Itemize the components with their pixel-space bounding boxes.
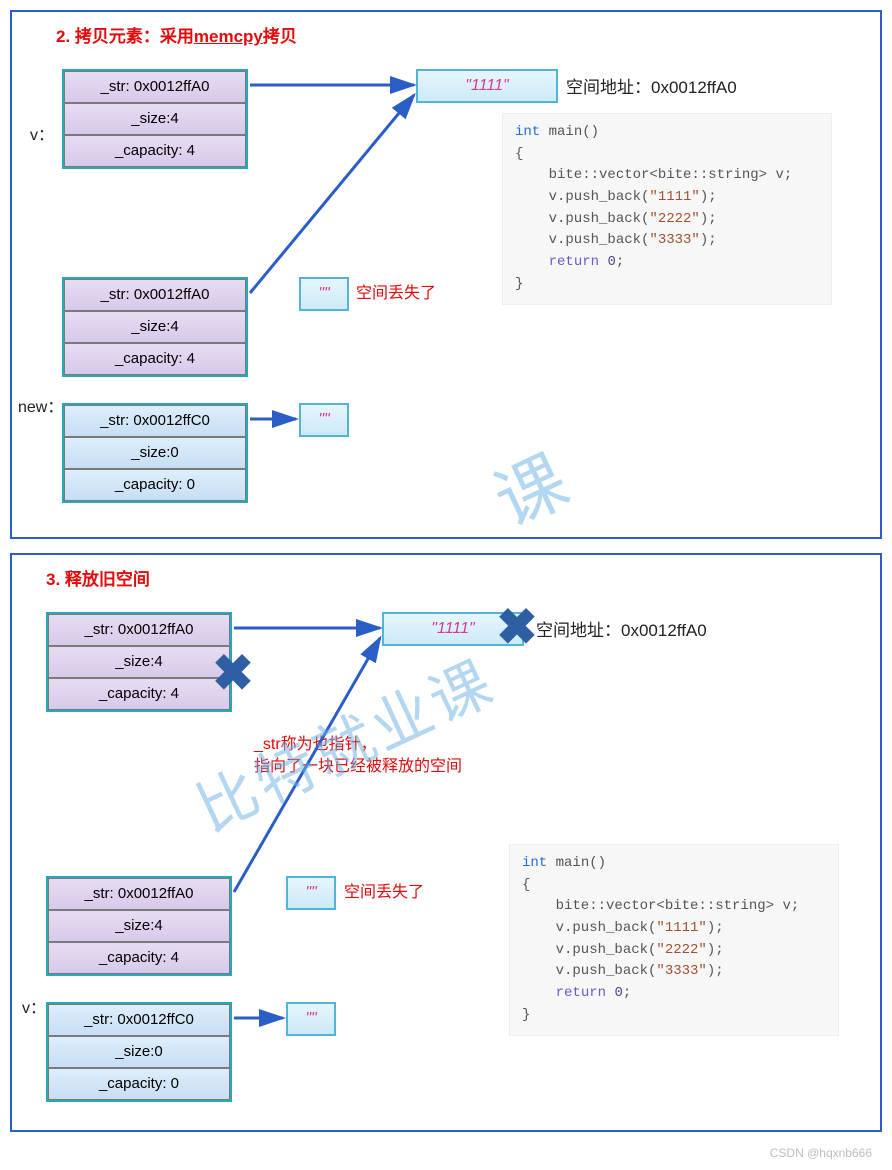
cell-str: _str: 0x0012ffA0 [64,279,246,311]
panel-memcpy: 2. 拷贝元素：采用memcpy拷贝 v： new： _str: 0x0012f… [10,10,882,539]
kw: return [549,254,599,270]
watermark-icon: 课 [476,424,586,547]
s: "3333" [649,232,699,248]
box-small: "" [299,403,349,437]
diagram-1: v： new： _str: 0x0012ffA0 _size:4 _capaci… [24,55,868,525]
t: v.push_back( [515,189,649,205]
new-label: new： [18,393,63,417]
addr-label: 空间地址：0x0012ffA0 [566,73,737,98]
n: 0 [607,254,615,270]
t: ); [700,189,717,205]
cell-size: _size:0 [48,1036,230,1068]
t: ; [616,254,624,270]
cell-cap: _capacity: 4 [64,135,246,167]
kw: int [515,124,540,140]
lost-text: 空间丢失了 [356,283,436,305]
s: "1111" [649,189,699,205]
box-lost: "" [299,277,349,311]
struct-new-top: _str: 0x0012ffA0 _size:4 _capacity: 4 [62,277,248,377]
t: ); [707,963,724,979]
addr-label: 空间地址：0x0012ffA0 [536,616,707,641]
t: v.push_back( [515,211,649,227]
cell-cap: _capacity: 4 [48,678,230,710]
t: main() [540,124,599,140]
t: } [522,1005,826,1027]
s: "1111" [656,920,706,936]
title-suffix: 拷贝 [263,27,297,46]
code-block: int main() { bite::vector<bite::string> … [502,113,832,305]
struct-v-bottom: _str: 0x0012ffC0 _size:0 _capacity: 0 [46,1002,232,1102]
cell-cap: _capacity: 4 [64,343,246,375]
cell-size: _size:4 [64,103,246,135]
cell-cap: _capacity: 4 [48,942,230,974]
title-underlined: memcpy [194,27,263,46]
cell-str: _str: 0x0012ffA0 [48,878,230,910]
cell-size: _size:0 [64,437,246,469]
cross-icon: ✖ [496,602,538,652]
cell-size: _size:4 [48,646,230,678]
kw: int [522,855,547,871]
t: { [522,875,826,897]
t: ); [700,232,717,248]
v-label: v： [30,121,54,145]
n: 0 [614,985,622,1001]
cell-str: _str: 0x0012ffC0 [48,1004,230,1036]
t: ; [623,985,631,1001]
cell-size: _size:4 [64,311,246,343]
dangling-text: _str称为也指针， 指向了一块已经被释放的空间 [254,734,462,777]
panel2-title: 3. 释放旧空间 [46,565,868,590]
s: "3333" [656,963,706,979]
t: } [515,274,819,296]
code-block: int main() { bite::vector<bite::string> … [509,844,839,1036]
t: v.push_back( [515,232,649,248]
t: v.push_back( [522,920,656,936]
lost-text: 空间丢失了 [344,882,424,904]
struct-old: _str: 0x0012ffA0 _size:4 _capacity: 4 [46,612,232,712]
t: v.push_back( [522,963,656,979]
t: ); [700,211,717,227]
v-label: v： [22,994,46,1018]
diagram-2: v： _str: 0x0012ffA0 _size:4 _capacity: 4… [24,598,868,1118]
title-prefix: 2. 拷贝元素：采用 [56,27,194,46]
cell-str: _str: 0x0012ffA0 [64,71,246,103]
box-small: "" [286,1002,336,1036]
t: ); [707,942,724,958]
t: v.push_back( [522,942,656,958]
struct-new-bottom: _str: 0x0012ffC0 _size:0 _capacity: 0 [62,403,248,503]
l1: _str称为也指针， [254,736,377,753]
t: bite::vector<bite::string> v; [515,165,819,187]
kw: return [556,985,606,1001]
t: { [515,144,819,166]
t: bite::vector<bite::string> v; [522,896,826,918]
cell-cap: _capacity: 0 [48,1068,230,1100]
cell-cap: _capacity: 0 [64,469,246,501]
panel1-title: 2. 拷贝元素：采用memcpy拷贝 [56,22,868,47]
cell-str: _str: 0x0012ffA0 [48,614,230,646]
struct-v-top: _str: 0x0012ffA0 _size:4 _capacity: 4 [46,876,232,976]
t: ); [707,920,724,936]
t: main() [547,855,606,871]
cell-size: _size:4 [48,910,230,942]
t [522,985,556,1001]
footer-credit: CSDN @hqxnb666 [10,1146,882,1160]
cross-icon: ✖ [212,648,254,698]
s: "2222" [649,211,699,227]
t [515,254,549,270]
struct-v: _str: 0x0012ffA0 _size:4 _capacity: 4 [62,69,248,169]
panel-free: 3. 释放旧空间 v： _str: 0x0012ffA0 _size:4 _ca… [10,553,882,1132]
box-1111: "1111" [416,69,558,103]
box-lost: "" [286,876,336,910]
s: "2222" [656,942,706,958]
l2: 指向了一块已经被释放的空间 [254,758,462,775]
cell-str: _str: 0x0012ffC0 [64,405,246,437]
